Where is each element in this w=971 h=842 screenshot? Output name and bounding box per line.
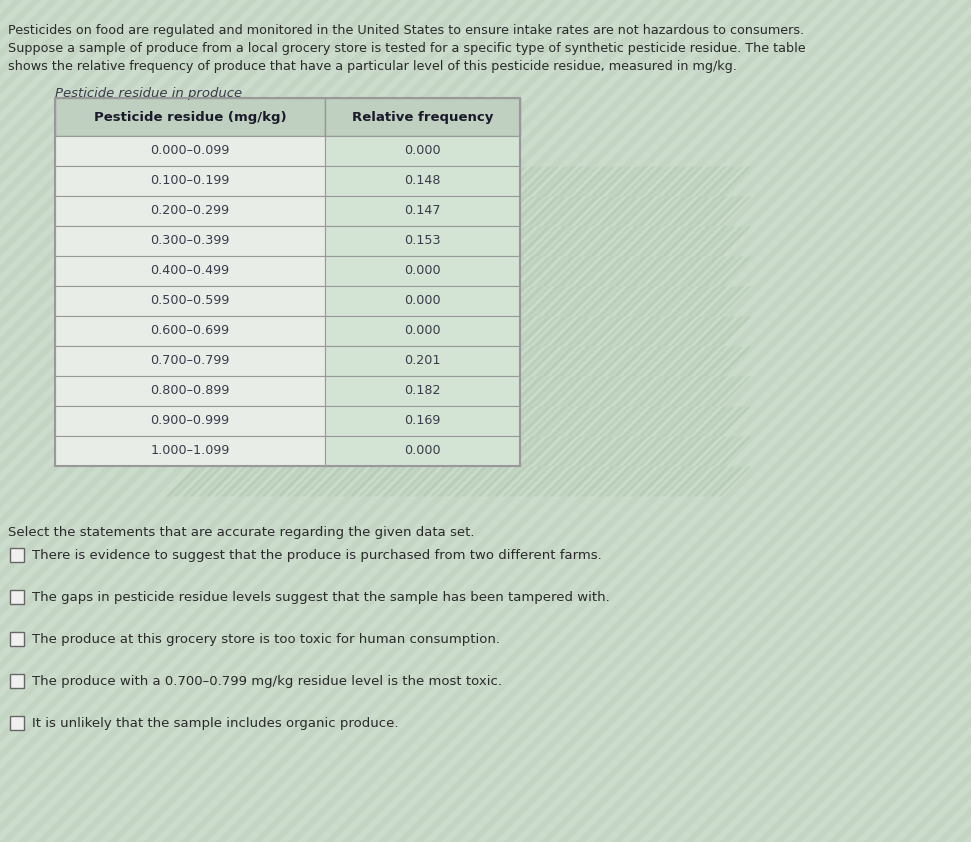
Bar	[55, 166, 325, 196]
Text: Pesticide residue in produce: Pesticide residue in produce	[55, 87, 242, 100]
Text: 0.400–0.499: 0.400–0.499	[151, 264, 229, 278]
Bar	[325, 166, 520, 196]
Bar	[55, 226, 325, 256]
Bar	[55, 256, 325, 286]
Text: Select the statements that are accurate regarding the given data set.: Select the statements that are accurate …	[8, 526, 475, 539]
Text: It is unlikely that the sample includes organic produce.: It is unlikely that the sample includes …	[32, 717, 398, 729]
Text: The produce at this grocery store is too toxic for human consumption.: The produce at this grocery store is too…	[32, 632, 500, 646]
Text: The produce with a 0.700–0.799 mg/kg residue level is the most toxic.: The produce with a 0.700–0.799 mg/kg res…	[32, 674, 502, 688]
Bar	[55, 436, 325, 466]
Bar	[325, 256, 520, 286]
Bar	[325, 316, 520, 346]
Bar	[55, 136, 325, 166]
Text: 0.600–0.699: 0.600–0.699	[151, 324, 229, 338]
Text: Pesticides on food are regulated and monitored in the United States to ensure in: Pesticides on food are regulated and mon…	[8, 24, 804, 37]
Text: 0.182: 0.182	[404, 385, 441, 397]
Bar	[325, 98, 520, 136]
Text: Suppose a sample of produce from a local grocery store is tested for a specific : Suppose a sample of produce from a local…	[8, 42, 806, 55]
Text: 0.000: 0.000	[404, 445, 441, 457]
Bar	[325, 226, 520, 256]
Text: Pesticide residue (mg/kg): Pesticide residue (mg/kg)	[93, 110, 286, 124]
Bar	[325, 406, 520, 436]
Text: 0.153: 0.153	[404, 235, 441, 248]
Bar	[55, 316, 325, 346]
Text: 0.000: 0.000	[404, 264, 441, 278]
Bar	[55, 196, 325, 226]
Bar	[55, 346, 325, 376]
Text: 0.800–0.899: 0.800–0.899	[151, 385, 230, 397]
Bar	[55, 98, 520, 466]
Text: 0.000–0.099: 0.000–0.099	[151, 145, 230, 157]
Bar	[10, 590, 24, 604]
Bar	[55, 98, 325, 136]
Text: 0.000: 0.000	[404, 324, 441, 338]
Text: 0.100–0.199: 0.100–0.199	[151, 174, 230, 188]
Text: 0.700–0.799: 0.700–0.799	[151, 354, 230, 367]
Text: 0.000: 0.000	[404, 295, 441, 307]
Bar	[325, 196, 520, 226]
Text: 1.000–1.099: 1.000–1.099	[151, 445, 230, 457]
Text: shows the relative frequency of produce that have a particular level of this pes: shows the relative frequency of produce …	[8, 60, 737, 73]
Bar	[325, 436, 520, 466]
Text: 0.900–0.999: 0.900–0.999	[151, 414, 229, 428]
Text: 0.148: 0.148	[404, 174, 441, 188]
Bar	[10, 548, 24, 562]
Text: 0.201: 0.201	[404, 354, 441, 367]
Bar	[325, 136, 520, 166]
Text: 0.200–0.299: 0.200–0.299	[151, 205, 229, 217]
Bar	[55, 286, 325, 316]
Bar	[10, 716, 24, 730]
Text: 0.300–0.399: 0.300–0.399	[151, 235, 230, 248]
Text: There is evidence to suggest that the produce is purchased from two different fa: There is evidence to suggest that the pr…	[32, 548, 602, 562]
Bar	[325, 286, 520, 316]
Bar	[10, 632, 24, 646]
Text: Relative frequency: Relative frequency	[352, 110, 493, 124]
Bar	[55, 406, 325, 436]
Text: 0.169: 0.169	[404, 414, 441, 428]
Text: 0.147: 0.147	[404, 205, 441, 217]
Bar	[325, 346, 520, 376]
Bar	[10, 674, 24, 688]
Text: 0.500–0.599: 0.500–0.599	[151, 295, 230, 307]
Text: The gaps in pesticide residue levels suggest that the sample has been tampered w: The gaps in pesticide residue levels sug…	[32, 590, 610, 604]
Bar	[55, 376, 325, 406]
Text: 0.000: 0.000	[404, 145, 441, 157]
Bar	[325, 376, 520, 406]
